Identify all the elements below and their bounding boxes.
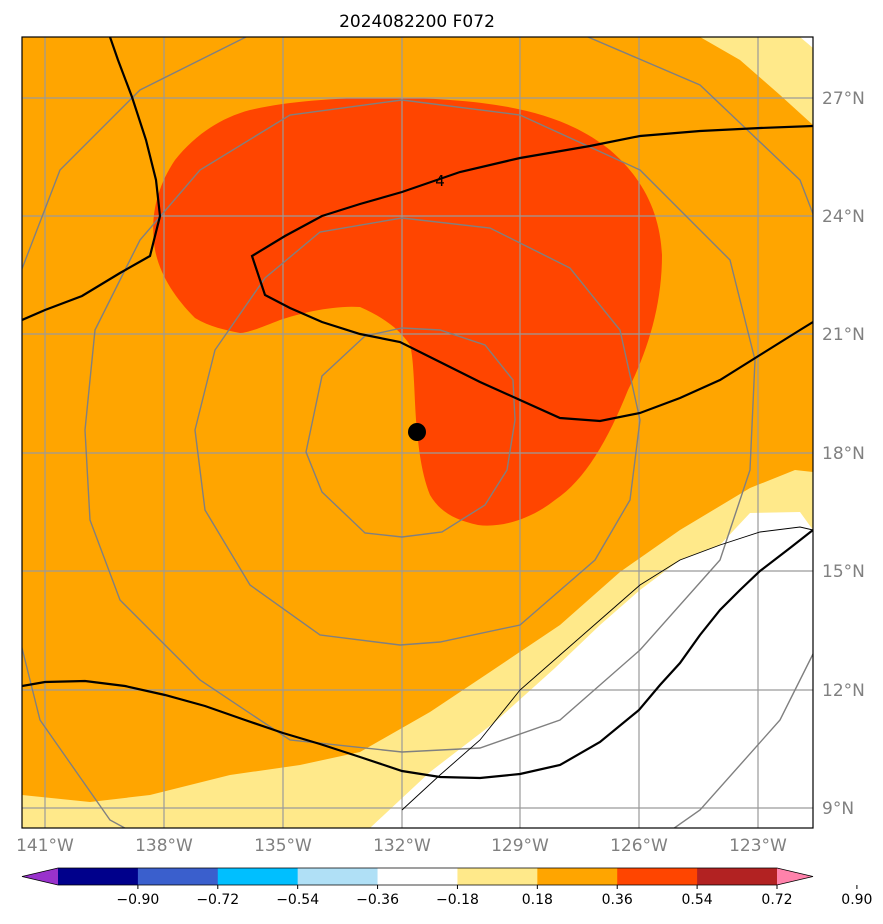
- lon-tick-label: 129°W: [491, 836, 549, 856]
- lat-tick-labels: 9°N 12°N 15°N 18°N 21°N 24°N 27°N: [822, 89, 865, 819]
- colorbar-segment: [537, 868, 618, 885]
- colorbar-tick-label: 0.72: [761, 892, 792, 908]
- colorbar-segment: [457, 868, 538, 885]
- colorbar-tick-label: −0.18: [436, 892, 479, 908]
- colorbar-tick-label: −0.72: [196, 892, 239, 908]
- lat-tick-label: 12°N: [822, 681, 865, 701]
- field-red-orange: [153, 97, 662, 526]
- colorbar-extend-high: [777, 868, 813, 885]
- lon-tick-label: 138°W: [135, 836, 193, 856]
- lon-tick-labels: 141°W 138°W 135°W 132°W 129°W 126°W 123°…: [16, 836, 787, 856]
- lat-tick-label: 9°N: [822, 799, 854, 819]
- colorbar-tick-label: −0.36: [356, 892, 399, 908]
- thin-contour: [401, 526, 813, 811]
- colorbar-tick-label: −0.90: [116, 892, 159, 908]
- colorbar-segment: [697, 868, 778, 885]
- field-white-se: [370, 512, 813, 828]
- colorbar-outline: [21, 867, 814, 886]
- contour-label: 4: [435, 172, 445, 190]
- lon-tick-label: 132°W: [373, 836, 431, 856]
- map-area: 4: [22, 37, 813, 828]
- field-white-ne: [800, 37, 813, 48]
- colorbar-tick-label: −0.54: [276, 892, 319, 908]
- lat-tick-label: 27°N: [822, 89, 865, 109]
- colorbar-tick-label: 0.36: [602, 892, 633, 908]
- map-frame: [21, 36, 814, 829]
- storm-center-marker: [408, 423, 426, 441]
- lon-tick-label: 126°W: [610, 836, 668, 856]
- colorbar-segment: [297, 868, 379, 885]
- lon-tick-label: 141°W: [16, 836, 74, 856]
- lat-tick-label: 18°N: [822, 444, 865, 464]
- black-contours: [22, 37, 813, 780]
- lat-tick-label: 21°N: [822, 325, 865, 345]
- colorbar: −0.90 −0.72 −0.54 −0.36 −0.18 0.18 0.36 0.54 0.7…: [21, 867, 872, 908]
- colorbar-segment: [58, 868, 139, 885]
- colorbar-tick-label: 0.90: [841, 892, 872, 908]
- colorbar-segment: [377, 868, 458, 885]
- field-yellow-ne: [700, 37, 813, 125]
- colorbar-segment: [617, 868, 698, 885]
- lat-tick-label: 24°N: [822, 207, 865, 227]
- colorbar-extend-low: [22, 868, 58, 885]
- lat-tick-label: 15°N: [822, 562, 865, 582]
- colorbar-tick-label: 0.18: [522, 892, 553, 908]
- lon-tick-label: 135°W: [254, 836, 312, 856]
- colorbar-tick-label: 0.54: [682, 892, 713, 908]
- colorbar-segment: [137, 868, 219, 885]
- lon-tick-label: 123°W: [729, 836, 787, 856]
- chart-title: 2024082200 F072: [339, 12, 495, 32]
- colorbar-segment: [217, 868, 299, 885]
